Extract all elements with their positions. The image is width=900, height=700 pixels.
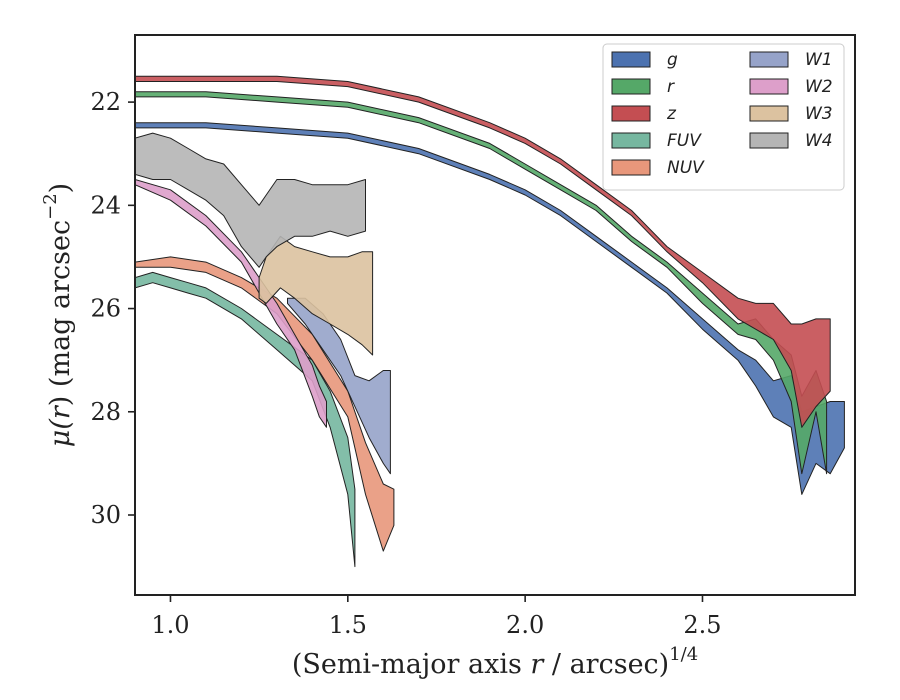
legend-swatch-fuv	[611, 132, 651, 149]
legend-label-fuv: FUV	[667, 131, 702, 151]
legend: grz FUV NUV W1 W2 W3 W4	[602, 43, 845, 191]
legend-swatch-w1	[749, 51, 789, 68]
y-tick-label: 28	[90, 398, 121, 426]
band-z	[135, 75, 831, 428]
y-tick-label: 22	[90, 88, 121, 116]
legend-swatch-w3	[749, 105, 789, 122]
y-tick-label: 30	[90, 501, 121, 529]
plot-frame	[134, 34, 856, 596]
x-tick-label: 1.5	[329, 611, 367, 639]
x-tick-label: 1.0	[151, 611, 189, 639]
y-tick-label: 26	[90, 295, 121, 323]
legend-swatch-w2	[749, 78, 789, 95]
legend-swatch-w4	[749, 132, 789, 149]
band-fuv	[135, 271, 356, 568]
band-g	[135, 122, 845, 495]
legend-label-w4: W4	[805, 131, 833, 151]
legend-label-w2: W2	[805, 77, 833, 97]
legend-label-w1: W1	[805, 50, 833, 70]
x-tick-label: 2.0	[506, 611, 544, 639]
band-w4	[135, 132, 366, 268]
band-w1	[287, 297, 391, 475]
y-axis-label: μ(r) (mag arcsec−2)	[40, 183, 76, 447]
legend-label-w3: W3	[805, 104, 833, 124]
x-tick-label: 2.5	[683, 611, 721, 639]
band-r	[135, 91, 828, 475]
legend-label-r: r	[667, 77, 675, 97]
x-axis-label: (Semi-major axis r / arcsec)1/4	[292, 644, 698, 680]
legend-swatch-g	[611, 51, 651, 68]
legend-label-nuv: NUV	[667, 158, 705, 178]
y-axis: 22 24 26 28 30	[90, 88, 135, 529]
legend-swatch-z	[611, 105, 651, 122]
legend-swatch-nuv	[611, 159, 651, 176]
legend-swatch-r	[611, 78, 651, 95]
band-w3	[258, 235, 374, 356]
legend-label-z: z	[666, 104, 677, 124]
x-axis: 1.0 1.5 2.0 2.5	[151, 595, 722, 639]
series-bands	[135, 75, 845, 568]
band-w2	[135, 179, 327, 428]
y-tick-label: 24	[90, 191, 121, 219]
legend-label-g: g	[667, 50, 678, 70]
band-nuv	[135, 256, 395, 552]
